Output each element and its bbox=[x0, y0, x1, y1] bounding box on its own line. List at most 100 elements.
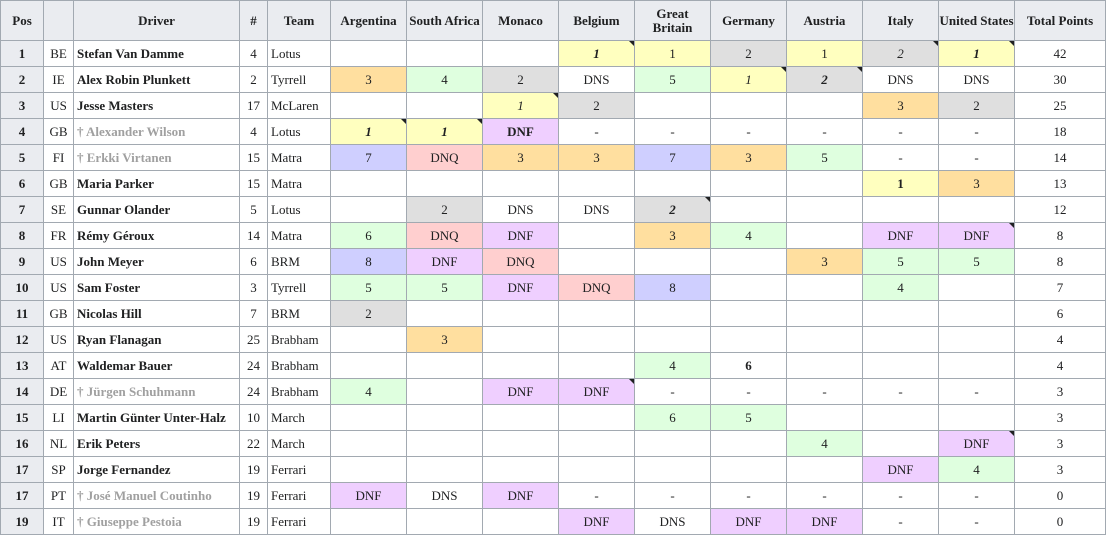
total-points-cell: 0 bbox=[1014, 482, 1106, 509]
race-result-cell: DNS bbox=[406, 482, 483, 509]
race-result-cell bbox=[482, 456, 559, 483]
total-points-cell: 30 bbox=[1014, 66, 1106, 93]
race-result-cell: DNF bbox=[862, 456, 939, 483]
header-race-austria: Austria bbox=[786, 0, 863, 41]
race-result-cell: - bbox=[558, 118, 635, 145]
race-result-cell: - bbox=[558, 482, 635, 509]
race-result-cell bbox=[634, 300, 711, 327]
car-number-cell: 6 bbox=[239, 248, 268, 275]
race-result-cell: DNS bbox=[558, 66, 635, 93]
team-cell: Tyrrell bbox=[267, 66, 331, 93]
race-result-cell bbox=[634, 456, 711, 483]
total-points-cell: 25 bbox=[1014, 92, 1106, 119]
car-number-cell: 2 bbox=[239, 66, 268, 93]
table-row: 17 SP Jorge Fernandez 19 Ferrari DNF 4 3 bbox=[0, 456, 1106, 483]
driver-name-cell: John Meyer bbox=[73, 248, 240, 275]
race-result-cell: 2 bbox=[330, 300, 407, 327]
race-result-cell bbox=[558, 222, 635, 249]
race-result-cell bbox=[406, 352, 483, 379]
nationality-cell: SP bbox=[43, 456, 74, 483]
race-result-cell bbox=[786, 196, 863, 223]
race-result-cell bbox=[558, 248, 635, 275]
race-result-cell: - bbox=[862, 118, 939, 145]
race-result-cell: - bbox=[938, 118, 1015, 145]
race-result-cell: 3 bbox=[406, 326, 483, 353]
race-result-cell: - bbox=[710, 118, 787, 145]
driver-name-cell: Maria Parker bbox=[73, 170, 240, 197]
total-points-cell: 6 bbox=[1014, 300, 1106, 327]
race-result-cell: 5 bbox=[710, 404, 787, 431]
race-result-cell bbox=[786, 92, 863, 119]
driver-name-cell: Jorge Fernandez bbox=[73, 456, 240, 483]
race-result-cell: - bbox=[938, 144, 1015, 171]
race-result-cell bbox=[330, 40, 407, 67]
race-result-cell: DNQ bbox=[482, 248, 559, 275]
team-cell: Matra bbox=[267, 170, 331, 197]
driver-name-cell: Sam Foster bbox=[73, 274, 240, 301]
race-result-cell: 5 bbox=[786, 144, 863, 171]
race-result-cell: DNS bbox=[862, 66, 939, 93]
race-result-cell bbox=[938, 274, 1015, 301]
race-result-cell bbox=[558, 430, 635, 457]
race-result-cell: DNF bbox=[482, 118, 559, 145]
race-result-cell: 1 bbox=[558, 40, 635, 67]
team-cell: Brabham bbox=[267, 378, 331, 405]
table-row: 2 IE Alex Robin Plunkett 2 Tyrrell 3 4 2 DNS 5 1 2 D… bbox=[0, 66, 1106, 93]
race-result-cell: - bbox=[862, 482, 939, 509]
race-result-cell: - bbox=[938, 378, 1015, 405]
team-cell: Lotus bbox=[267, 40, 331, 67]
race-result-cell bbox=[482, 352, 559, 379]
race-result-cell bbox=[938, 352, 1015, 379]
race-result-cell: 5 bbox=[938, 248, 1015, 275]
driver-name-cell: Stefan Van Damme bbox=[73, 40, 240, 67]
race-result-cell: 4 bbox=[634, 352, 711, 379]
position-cell: 1 bbox=[0, 40, 44, 67]
nationality-cell: PT bbox=[43, 482, 74, 509]
header-number: # bbox=[239, 0, 268, 41]
car-number-cell: 19 bbox=[239, 482, 268, 509]
race-result-cell bbox=[330, 508, 407, 535]
race-result-cell bbox=[406, 456, 483, 483]
nationality-cell: US bbox=[43, 274, 74, 301]
race-result-cell bbox=[862, 404, 939, 431]
race-result-cell bbox=[406, 40, 483, 67]
race-result-cell: - bbox=[786, 482, 863, 509]
race-result-cell: DNF bbox=[558, 378, 635, 405]
race-result-cell: DNQ bbox=[558, 274, 635, 301]
header-race-great-britain: Great Britain bbox=[634, 0, 711, 41]
position-cell: 7 bbox=[0, 196, 44, 223]
team-cell: McLaren bbox=[267, 92, 331, 119]
race-result-cell: 2 bbox=[634, 196, 711, 223]
nationality-cell: US bbox=[43, 326, 74, 353]
position-cell: 17 bbox=[0, 456, 44, 483]
header-total-points: Total Points bbox=[1014, 0, 1106, 41]
team-cell: Matra bbox=[267, 144, 331, 171]
race-result-cell: 3 bbox=[938, 170, 1015, 197]
nationality-cell: AT bbox=[43, 352, 74, 379]
header-race-argentina: Argentina bbox=[330, 0, 407, 41]
driver-name-cell: Jesse Masters bbox=[73, 92, 240, 119]
table-row: 19 IT † Giuseppe Pestoia 19 Ferrari DNF DNS DNF… bbox=[0, 508, 1106, 535]
race-result-cell bbox=[558, 404, 635, 431]
team-cell: Lotus bbox=[267, 196, 331, 223]
header-nationality bbox=[43, 0, 74, 41]
race-result-cell bbox=[862, 430, 939, 457]
position-cell: 9 bbox=[0, 248, 44, 275]
driver-name-cell: Martin Günter Unter-Halz bbox=[73, 404, 240, 431]
nationality-cell: IT bbox=[43, 508, 74, 535]
total-points-cell: 3 bbox=[1014, 378, 1106, 405]
race-result-cell bbox=[634, 326, 711, 353]
race-result-cell bbox=[634, 248, 711, 275]
driver-name-cell: † Jürgen Schuhmann bbox=[73, 378, 240, 405]
race-result-cell bbox=[862, 196, 939, 223]
table-row: 9 US John Meyer 6 BRM 8 DNF DNQ 3 5 5 8 bbox=[0, 248, 1106, 275]
car-number-cell: 17 bbox=[239, 92, 268, 119]
race-result-cell: 3 bbox=[330, 66, 407, 93]
race-result-cell bbox=[786, 456, 863, 483]
race-result-cell bbox=[634, 430, 711, 457]
table-header: Pos Driver # Team Argentina South Africa… bbox=[0, 0, 1106, 41]
race-result-cell bbox=[330, 404, 407, 431]
race-result-cell: - bbox=[634, 118, 711, 145]
race-result-cell: 3 bbox=[710, 144, 787, 171]
race-result-cell: - bbox=[710, 482, 787, 509]
